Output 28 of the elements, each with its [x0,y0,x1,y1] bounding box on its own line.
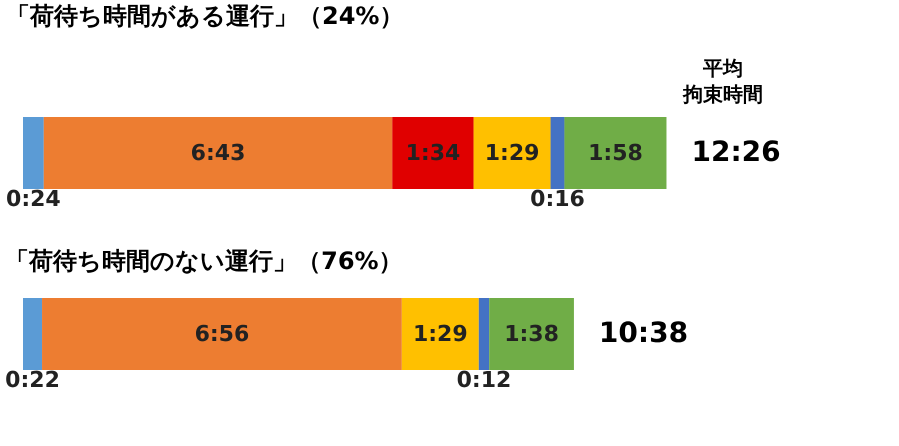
bar [478,298,490,370]
data-label: 1:29 [484,141,540,166]
bar [42,298,402,370]
bar [402,298,479,370]
chart-title: 「荷待ち時間がある運行」（24%） [6,2,404,30]
total-label: 12:26 [691,135,781,168]
chart-title: 「荷待ち時間のない運行」（76%） [5,247,403,275]
data-label: 1:58 [588,141,643,166]
text: 拘束時間 [682,82,763,106]
data-label: 0:16 [530,187,585,212]
total-label: 10:38 [598,316,688,349]
bar [474,117,551,189]
data-label: 1:29 [412,322,468,347]
bar [392,117,474,189]
bar [550,117,564,189]
data-label: 0:22 [5,368,60,393]
data-label: 1:38 [504,322,559,347]
data-label: 6:56 [194,322,250,347]
bar [489,298,574,370]
bar [564,117,666,189]
data-label: 0:12 [456,368,512,393]
text: 平均 [702,56,743,80]
bar [23,298,42,370]
data-label: 6:43 [190,141,246,166]
bar [23,117,44,189]
data-label: 0:24 [6,187,61,212]
bar [44,117,392,189]
data-label: 1:34 [406,141,460,166]
